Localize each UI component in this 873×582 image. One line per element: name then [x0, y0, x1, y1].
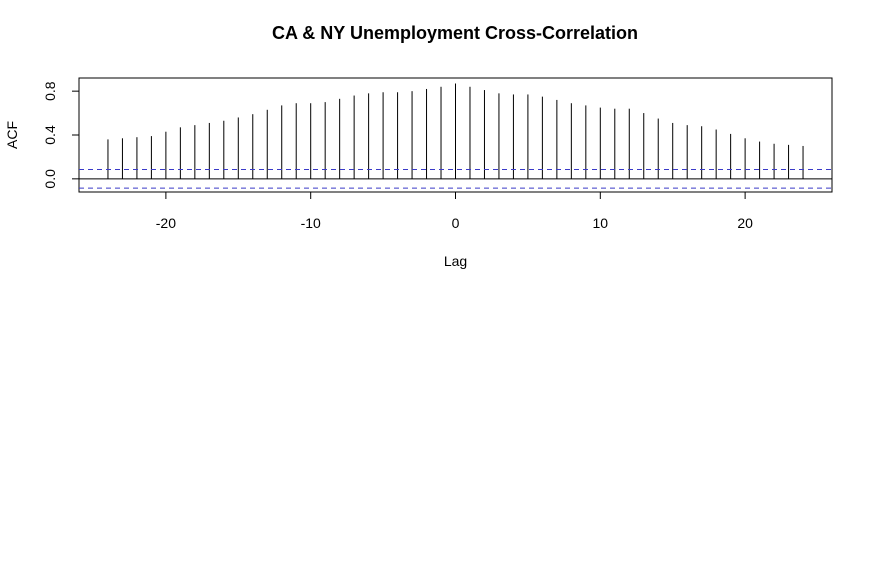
x-axis-label: Lag: [444, 253, 467, 269]
x-axis: -20 -10 0 10 20: [156, 191, 753, 231]
x-tick-label: 10: [593, 215, 609, 231]
x-tick-label: 20: [737, 215, 753, 231]
y-axis-label: ACF: [4, 121, 20, 149]
chart-title: CA & NY Unemployment Cross-Correlation: [272, 23, 638, 43]
y-tick-label: 0.8: [42, 81, 58, 101]
y-axis: 0.0 0.4 0.8: [42, 81, 80, 189]
acf-bars: [107, 83, 804, 179]
x-tick-label: -20: [156, 215, 176, 231]
x-tick-label: 0: [452, 215, 460, 231]
y-tick-label: 0.0: [42, 169, 58, 189]
y-tick-label: 0.4: [42, 125, 58, 145]
x-tick-label: -10: [301, 215, 321, 231]
